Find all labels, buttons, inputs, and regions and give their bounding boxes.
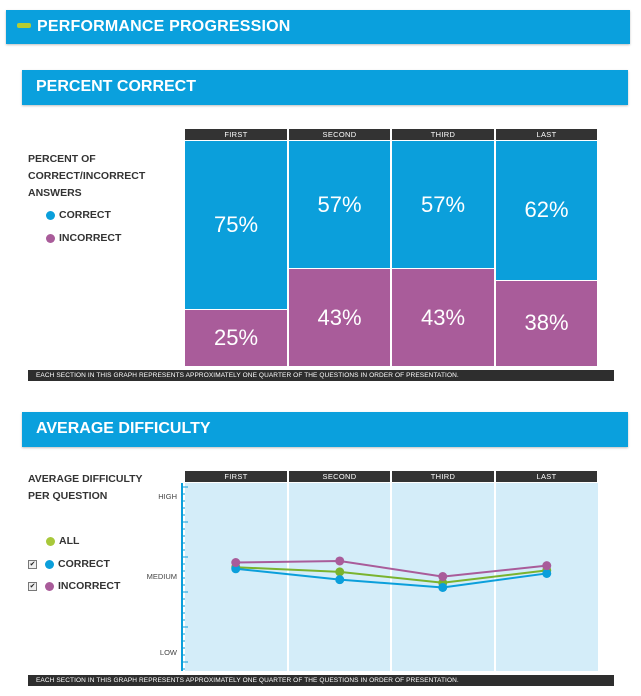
header-accent-bar — [17, 23, 31, 28]
bar-incorrect-last: 38% — [496, 280, 597, 366]
legend-label: INCORRECT — [58, 580, 121, 592]
data-label: 43% — [420, 304, 466, 330]
data-point-incorrect — [231, 558, 241, 568]
data-point-all — [335, 567, 345, 577]
legend-label: CORRECT — [59, 209, 111, 221]
legend-title-line: AVERAGE DIFFICULTY — [28, 473, 143, 485]
data-label: 57% — [317, 191, 362, 217]
data-point-correct — [335, 575, 345, 585]
legend-item-all: ALL — [46, 535, 79, 547]
bar-correct-last: 62% — [496, 141, 597, 280]
page-title: PERFORMANCE PROGRESSION — [37, 18, 291, 35]
correct-checkbox[interactable]: ✔ — [28, 559, 37, 569]
bar-correct-second: 57% — [289, 141, 390, 269]
legend-item-incorrect: INCORRECT — [46, 232, 121, 244]
data-point-incorrect — [335, 556, 345, 566]
column-header-first: FIRST — [185, 129, 287, 140]
all-dot-icon — [46, 536, 55, 546]
footnote: EACH SECTION IN THIS GRAPH REPRESENTS AP… — [28, 370, 614, 381]
data-point-correct — [231, 564, 241, 574]
section-title: AVERAGE DIFFICULTY — [36, 420, 211, 437]
section-header-average-difficulty: AVERAGE DIFFICULTY — [22, 412, 628, 447]
column-header-first: FIRST — [185, 471, 287, 482]
legend-item-correct-toggle[interactable]: ✔ CORRECT — [28, 558, 110, 570]
column-header-second: SECOND — [289, 129, 390, 140]
legend-title-line: ANSWERS — [28, 187, 82, 199]
legend-title-line: PER QUESTION — [28, 490, 108, 502]
y-tick-label: LOW — [159, 648, 177, 657]
data-point-correct — [542, 568, 552, 578]
bar-incorrect-second: 43% — [289, 269, 390, 366]
incorrect-dot-icon — [46, 233, 55, 243]
bar-correct-first: 75% — [185, 141, 287, 309]
data-point-incorrect — [438, 572, 448, 582]
legend-label: INCORRECT — [59, 232, 122, 244]
correct-dot-icon — [45, 559, 54, 569]
incorrect-dot-icon — [45, 581, 54, 591]
column-header-third: THIRD — [392, 471, 494, 482]
bar-incorrect-first: 25% — [185, 309, 287, 366]
legend-title-difficulty: AVERAGE DIFFICULTY PER QUESTION — [28, 471, 143, 505]
data-point-correct — [438, 582, 448, 592]
footnote: EACH SECTION IN THIS GRAPH REPRESENTS AP… — [28, 675, 614, 686]
legend-label: ALL — [59, 535, 80, 547]
legend-title-line: PERCENT OF — [28, 153, 96, 165]
column-header-second: SECOND — [289, 471, 390, 482]
column-header-last: LAST — [496, 129, 597, 140]
data-label: 57% — [420, 191, 466, 217]
legend-item-correct: CORRECT — [46, 209, 111, 221]
correct-dot-icon — [46, 210, 55, 220]
legend-item-incorrect-toggle[interactable]: ✔ INCORRECT — [28, 580, 120, 592]
legend-title-line: CORRECT/INCORRECT — [28, 170, 146, 182]
y-tick-label: MEDIUM — [146, 572, 177, 581]
legend-label: CORRECT — [58, 558, 110, 570]
data-label: 38% — [524, 310, 569, 336]
data-point-incorrect — [542, 561, 552, 571]
series-line-incorrect — [235, 559, 547, 578]
data-label: 75% — [213, 211, 259, 237]
series-line-all — [235, 566, 547, 584]
incorrect-checkbox[interactable]: ✔ — [28, 581, 37, 591]
section-title: PERCENT CORRECT — [36, 78, 197, 95]
series-line-correct — [235, 567, 547, 589]
data-label: 25% — [213, 324, 259, 350]
legend-title-percent: PERCENT OF CORRECT/INCORRECT ANSWERS — [28, 151, 145, 202]
y-tick-label: HIGH — [158, 492, 177, 501]
page-header: PERFORMANCE PROGRESSION — [6, 10, 630, 44]
column-header-third: THIRD — [392, 129, 494, 140]
bar-incorrect-third: 43% — [392, 269, 494, 366]
section-header-percent-correct: PERCENT CORRECT — [22, 70, 628, 105]
column-header-last: LAST — [496, 471, 597, 482]
data-label: 43% — [317, 304, 362, 330]
data-label: 62% — [524, 197, 569, 223]
bar-correct-third: 57% — [392, 141, 494, 269]
